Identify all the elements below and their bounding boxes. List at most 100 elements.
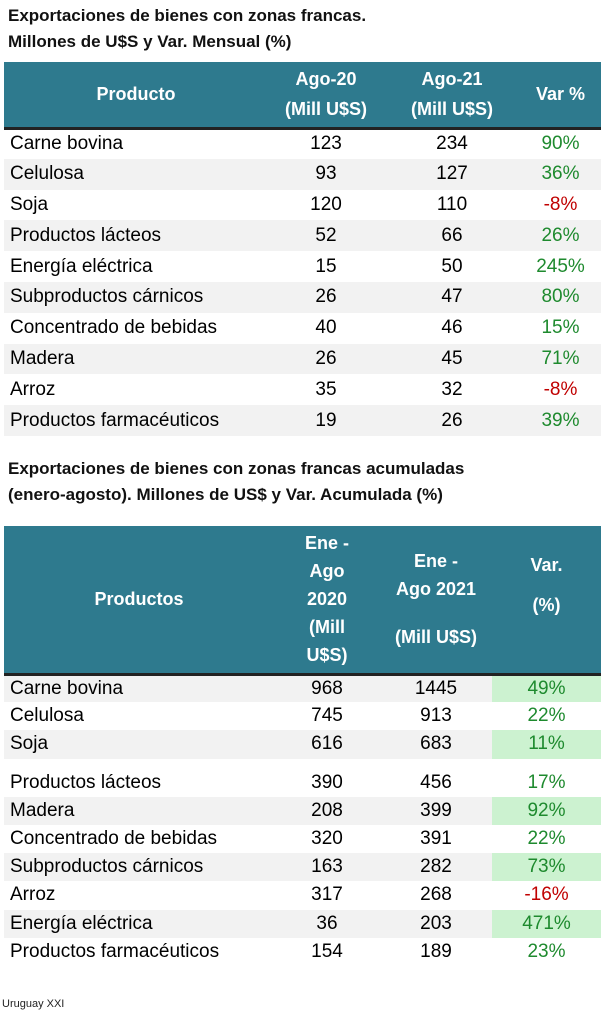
table-row: Carne bovina 968 1445 49%	[4, 674, 601, 703]
table2-header-product: Productos	[94, 589, 184, 610]
value-cell: 15	[315, 255, 337, 277]
value-cell: 45	[441, 347, 463, 369]
value-cell: 50	[441, 255, 463, 277]
table-row: Productos farmacéuticos 19 26 39%	[4, 405, 601, 436]
value-cell: 456	[420, 771, 452, 793]
var-cell: 71%	[541, 347, 580, 369]
table2-title-line2: (enero-agosto). Millones de US$ y Var. A…	[8, 485, 443, 504]
table-row: Productos lácteos 52 66 26%	[4, 220, 601, 252]
product-cell: Energía eléctrica	[10, 912, 153, 934]
product-cell: Subproductos cárnicos	[10, 856, 204, 878]
product-cell: Productos farmacéuticos	[10, 409, 220, 431]
value-cell: 123	[310, 133, 342, 155]
var-cell: 26%	[541, 224, 580, 246]
var-cell: -16%	[524, 884, 569, 906]
value-cell: 110	[436, 193, 468, 215]
table1-header-product: Producto	[96, 84, 176, 105]
cumulative-exports-table: Productos Ene - Ago 2020 (Mill U$S) Ene …	[4, 526, 601, 966]
var-cell: -8%	[543, 378, 578, 400]
table1-title-line1: Exportaciones de bienes con zonas franca…	[8, 6, 367, 25]
table-row: Concentrado de bebidas 320 391 22%	[4, 825, 601, 853]
value-cell: 268	[420, 884, 452, 906]
product-cell: Carne bovina	[10, 677, 124, 699]
var-cell: 92%	[492, 796, 601, 825]
var-cell: 90%	[541, 133, 580, 155]
value-cell: 913	[420, 705, 452, 727]
value-cell: 234	[436, 133, 468, 155]
value-cell: 616	[311, 733, 343, 755]
product-cell: Carne bovina	[10, 133, 124, 155]
value-cell: 35	[315, 378, 337, 400]
table2-header-2021: Ene - Ago 2021 (Mill U$S)	[394, 551, 477, 648]
value-cell: 968	[311, 677, 343, 699]
product-cell: Arroz	[10, 884, 56, 906]
var-cell: 22%	[527, 828, 566, 850]
product-cell: Celulosa	[10, 705, 84, 727]
var-cell: 36%	[541, 163, 580, 185]
table-row: Arroz 35 32 -8%	[4, 374, 601, 405]
var-cell: 49%	[492, 674, 601, 703]
product-cell: Productos lácteos	[10, 224, 162, 246]
table1-header-ago21: Ago-21 (Mill U$S)	[410, 69, 493, 120]
product-cell: Madera	[10, 799, 75, 821]
value-cell: 26	[441, 409, 463, 431]
value-cell: 320	[311, 828, 343, 850]
var-cell: 11%	[492, 730, 601, 759]
table1-title-line2: Millones de U$S y Var. Mensual (%)	[8, 32, 292, 51]
value-cell: 66	[441, 224, 463, 246]
value-cell: 26	[315, 286, 337, 308]
value-cell: 317	[311, 884, 343, 906]
table-row: Madera 26 45 71%	[4, 343, 601, 375]
value-cell: 46	[441, 317, 463, 339]
var-cell: 22%	[527, 705, 566, 727]
table2-title: Exportaciones de bienes con zonas franca…	[8, 456, 464, 508]
table-row: Subproductos cárnicos 163 282 73%	[4, 853, 601, 882]
table-row: Soja 616 683 11%	[4, 730, 601, 759]
table1-header-row: Producto Ago-20 (Mill U$S) Ago-21 (Mill …	[4, 62, 601, 128]
table-row: Celulosa 93 127 36%	[4, 158, 601, 190]
product-cell: Celulosa	[10, 163, 84, 185]
value-cell: 399	[420, 799, 452, 821]
value-cell: 163	[311, 856, 343, 878]
table-row: Energía eléctrica 36 203 471%	[4, 909, 601, 938]
var-cell: 73%	[492, 853, 601, 882]
table2-header-2020: Ene - Ago 2020 (Mill U$S)	[304, 533, 349, 666]
value-cell: 32	[441, 378, 463, 400]
product-cell: Madera	[10, 347, 75, 369]
value-cell: 154	[311, 940, 343, 962]
product-cell: Subproductos cárnicos	[10, 286, 204, 308]
table-row: Subproductos cárnicos 26 47 80%	[4, 281, 601, 313]
value-cell: 47	[441, 286, 463, 308]
table2-title-line1: Exportaciones de bienes con zonas franca…	[8, 459, 465, 478]
value-cell: 745	[311, 705, 343, 727]
var-cell: 245%	[536, 255, 585, 277]
table1-header-ago20: Ago-20 (Mill U$S)	[284, 69, 367, 120]
value-cell: 391	[420, 828, 452, 850]
table-row: Productos lácteos 390 456 17%	[4, 769, 601, 797]
value-cell: 40	[315, 317, 337, 339]
value-cell: 120	[310, 193, 342, 215]
table-row: Carne bovina 123 234 90%	[4, 128, 601, 159]
value-cell: 52	[315, 224, 337, 246]
var-cell: -8%	[543, 193, 578, 215]
var-cell: 80%	[541, 286, 580, 308]
product-cell: Soja	[10, 733, 49, 755]
table-row: Soja 120 110 -8%	[4, 190, 601, 221]
value-cell: 208	[311, 799, 343, 821]
monthly-exports-table: Producto Ago-20 (Mill U$S) Ago-21 (Mill …	[4, 62, 601, 436]
value-cell: 683	[420, 733, 452, 755]
table-row: Energía eléctrica 15 50 245%	[4, 251, 601, 282]
product-cell: Productos lácteos	[10, 771, 162, 793]
var-cell: 17%	[527, 771, 566, 793]
value-cell: 390	[311, 771, 343, 793]
table1-header-var: Var %	[535, 84, 586, 105]
value-cell: 19	[315, 409, 337, 431]
var-cell: 39%	[541, 409, 580, 431]
table1-title: Exportaciones de bienes con zonas franca…	[8, 3, 366, 55]
value-cell: 26	[315, 347, 337, 369]
value-cell: 282	[420, 856, 452, 878]
table-row: Arroz 317 268 -16%	[4, 881, 601, 909]
table-row: Madera 208 399 92%	[4, 796, 601, 825]
product-cell: Arroz	[10, 378, 56, 400]
value-cell: 189	[420, 940, 452, 962]
